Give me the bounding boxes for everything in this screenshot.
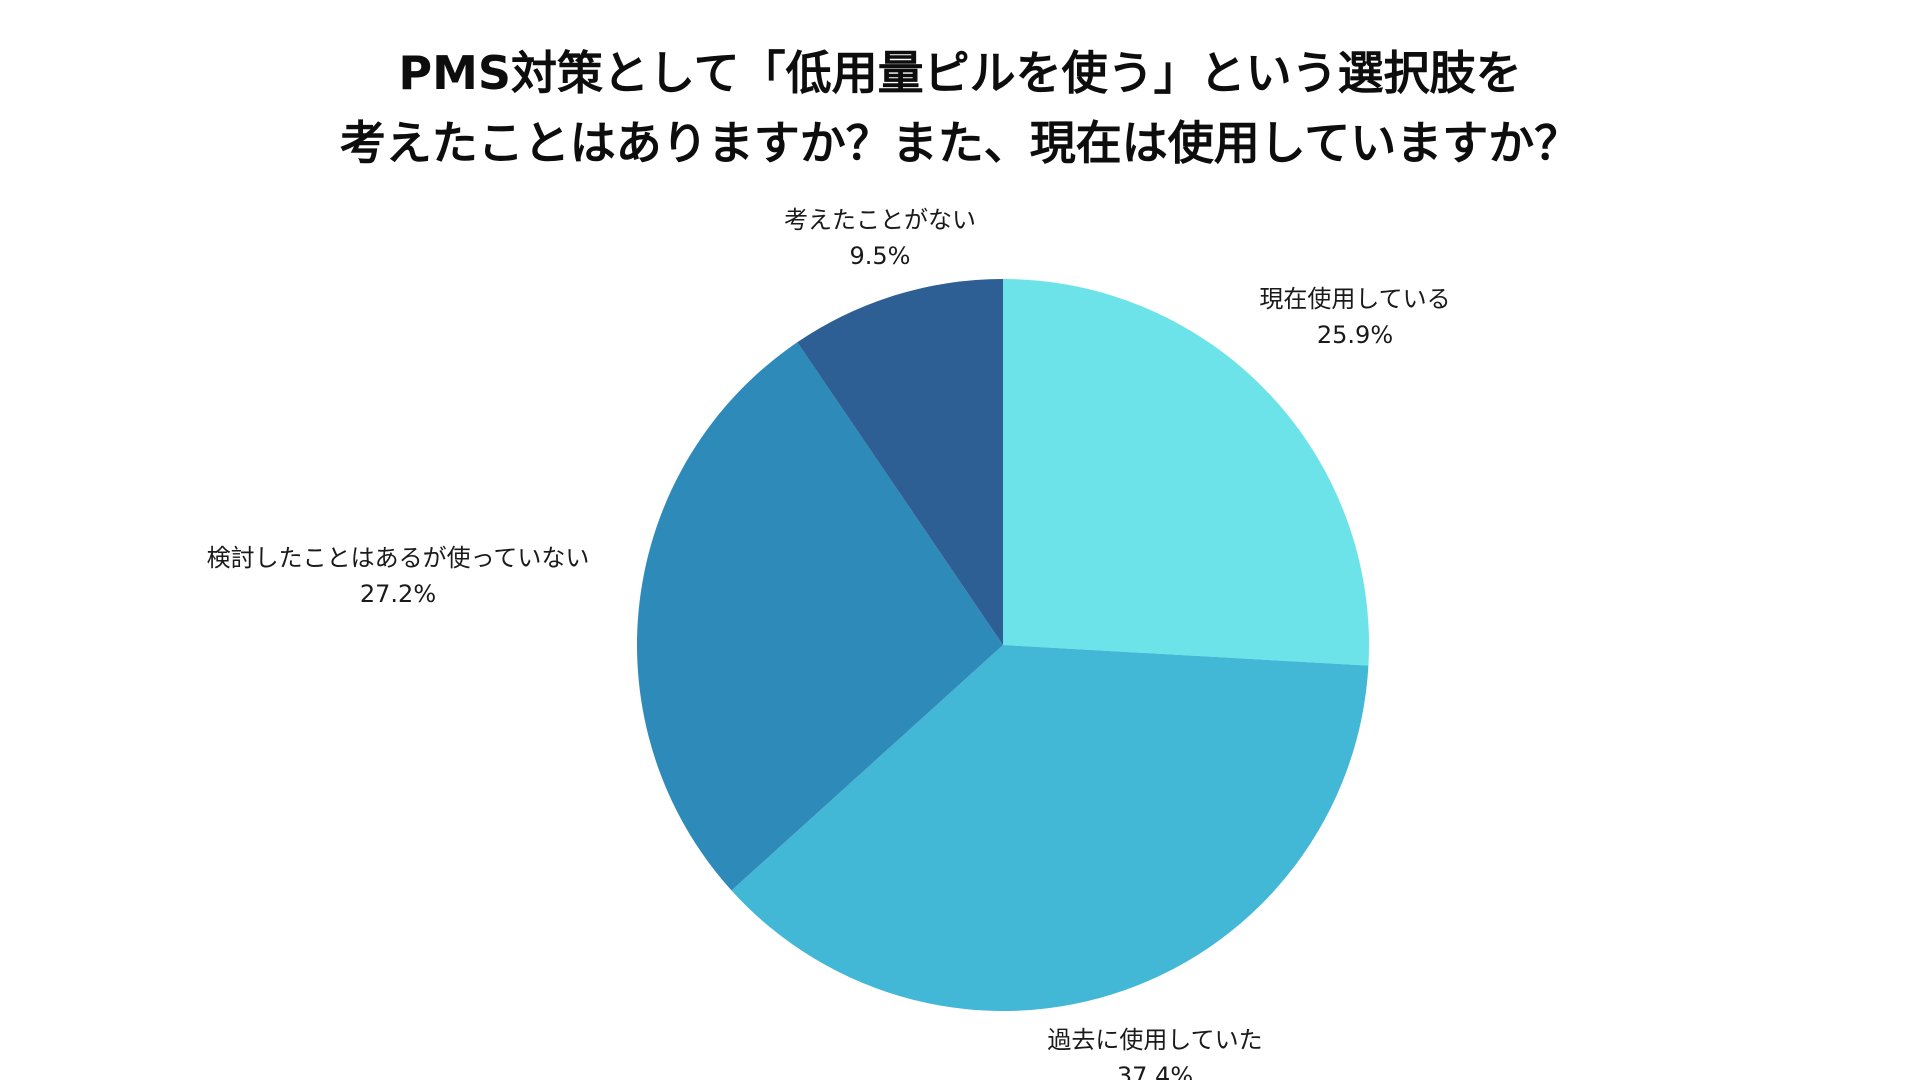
pie-slice-4 (797, 279, 1003, 645)
chart-title-line-2: 考えたことはありますか？また、現在は使用していますか？ (339, 116, 1581, 170)
pie-slices (636, 279, 1369, 1011)
chart-title: PMS対策として「低用量ピルを使う」という選択肢を 考えたことはありますか？また… (0, 38, 1920, 178)
pie-slice-2 (731, 645, 1369, 1011)
slice-value-1: 25.9% (1317, 321, 1393, 349)
slice-label-2: 過去に使用していた (1047, 1026, 1262, 1054)
slice-label-3: 検討したことはあるが使っていない (207, 544, 590, 572)
slice-value-4: 9.5% (850, 242, 911, 270)
slice-value-2: 37.4% (1117, 1062, 1193, 1080)
chart-title-line-1: PMS対策として「低用量ピルを使う」という選択肢を (398, 46, 1522, 100)
slice-label-4: 考えたことがない (784, 206, 976, 234)
pie-slice-3 (636, 342, 1003, 891)
pie-labels: 現在使用している 25.9% 過去に使用していた 37.4% 検討したことはあるが使って… (207, 206, 1451, 1080)
slice-label-1: 現在使用している (1259, 285, 1450, 313)
pie-slice-1 (1003, 279, 1369, 666)
slice-value-3: 27.2% (360, 580, 436, 608)
